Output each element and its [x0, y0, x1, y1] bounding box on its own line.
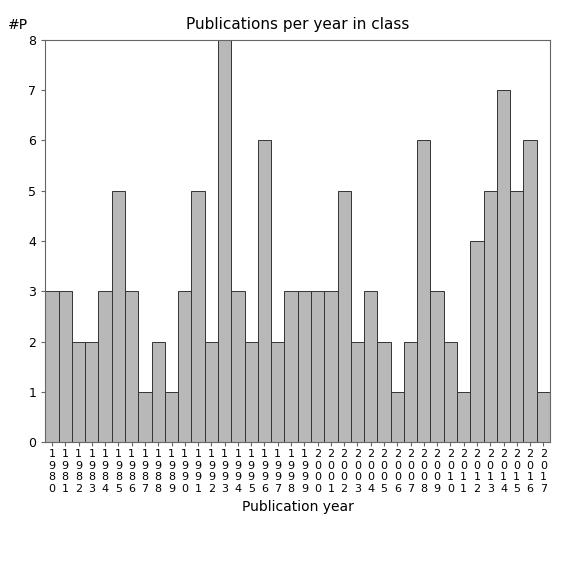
Bar — [391, 392, 404, 442]
Bar — [324, 291, 337, 442]
Bar — [497, 90, 510, 442]
Bar — [192, 191, 205, 442]
Bar — [112, 191, 125, 442]
Bar — [45, 291, 58, 442]
Bar — [444, 341, 457, 442]
Bar — [510, 191, 523, 442]
Title: Publications per year in class: Publications per year in class — [186, 16, 409, 32]
Bar — [231, 291, 244, 442]
Bar — [457, 392, 470, 442]
Bar — [417, 141, 430, 442]
Bar — [378, 341, 391, 442]
Bar — [430, 291, 444, 442]
Bar — [537, 392, 550, 442]
Bar — [151, 341, 165, 442]
Bar — [165, 392, 178, 442]
Bar — [470, 241, 484, 442]
Bar — [72, 341, 85, 442]
Bar — [311, 291, 324, 442]
Bar — [285, 291, 298, 442]
Bar — [125, 291, 138, 442]
Bar — [138, 392, 151, 442]
Bar — [298, 291, 311, 442]
Bar — [364, 291, 378, 442]
Bar — [58, 291, 72, 442]
Bar — [258, 141, 271, 442]
Bar — [404, 341, 417, 442]
Bar — [205, 341, 218, 442]
Bar — [337, 191, 351, 442]
Y-axis label: #P: #P — [7, 18, 28, 32]
Bar — [218, 40, 231, 442]
Bar — [351, 341, 364, 442]
Bar — [85, 341, 99, 442]
Bar — [178, 291, 192, 442]
Bar — [484, 191, 497, 442]
X-axis label: Publication year: Publication year — [242, 500, 354, 514]
Bar — [244, 341, 258, 442]
Bar — [99, 291, 112, 442]
Bar — [523, 141, 537, 442]
Bar — [271, 341, 285, 442]
